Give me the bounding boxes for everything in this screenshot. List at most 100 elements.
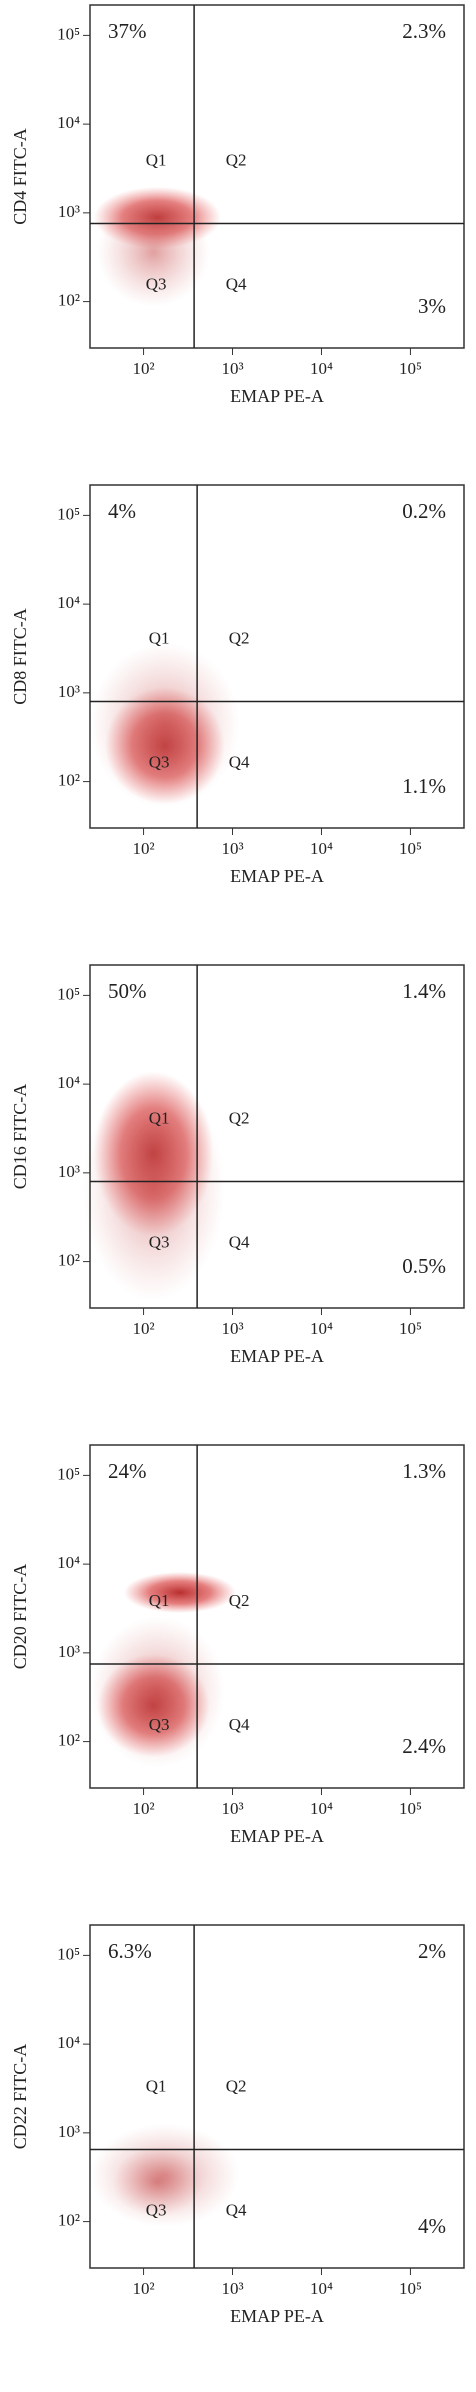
- plot-frame: [89, 1444, 465, 1789]
- x-tick-label: 10⁵: [399, 359, 422, 378]
- quadrant-label: Q3: [149, 752, 170, 771]
- quadrant-label: Q4: [229, 752, 250, 771]
- x-tick-label: 10⁵: [399, 1319, 422, 1338]
- quadrant-percent: 3%: [418, 294, 446, 318]
- y-tick-label: 10²: [58, 291, 80, 310]
- quadrant-percent: 2%: [418, 1939, 446, 1963]
- quadrant-label: Q1: [146, 150, 167, 169]
- quadrant-percent: 1.1%: [402, 774, 446, 798]
- plot-frame: [89, 1924, 465, 2269]
- x-axis-label: EMAP PE-A: [230, 1346, 324, 1366]
- y-axis-label: CD4 FITC-A: [10, 128, 30, 225]
- x-tick-label: 10²: [133, 839, 155, 858]
- panel: 10² 10³ 10⁴ 10⁵ 10² 10³ 10⁴ 10⁵ EMAP PE-A CD4 FIT…: [10, 4, 465, 406]
- x-tick-label: 10³: [221, 839, 243, 858]
- panel: 10² 10³ 10⁴ 10⁵ 10² 10³ 10⁴ 10⁵ EMAP PE-A CD16 FI…: [10, 964, 465, 1366]
- x-tick-label: 10³: [221, 359, 243, 378]
- y-tick-label: 10⁴: [57, 1073, 80, 1092]
- x-tick-label: 10⁵: [399, 839, 422, 858]
- quadrant-label: Q1: [149, 628, 170, 647]
- quadrant-percent: 2.4%: [402, 1734, 446, 1758]
- quadrant-label: Q1: [149, 1108, 170, 1127]
- y-tick-label: 10⁵: [57, 1944, 80, 1963]
- quadrant-label: Q2: [229, 1591, 250, 1610]
- x-tick-label: 10⁴: [310, 359, 333, 378]
- plot-frame: [89, 484, 465, 829]
- quadrant-label: Q2: [226, 150, 247, 169]
- x-axis-label: EMAP PE-A: [230, 866, 324, 886]
- panel: 10² 10³ 10⁴ 10⁵ 10² 10³ 10⁴ 10⁵ EMAP PE-A CD20 FI…: [10, 1444, 465, 1846]
- panel: 10² 10³ 10⁴ 10⁵ 10² 10³ 10⁴ 10⁵ EMAP PE-A CD22 FI…: [10, 1924, 465, 2326]
- quadrant-label: Q2: [229, 1108, 250, 1127]
- x-tick-label: 10⁵: [399, 2279, 422, 2298]
- x-tick-label: 10³: [221, 2279, 243, 2298]
- x-tick-label: 10²: [133, 2279, 155, 2298]
- quadrant-label: Q4: [226, 274, 247, 293]
- y-tick-label: 10²: [58, 1251, 80, 1270]
- y-tick-label: 10⁴: [57, 113, 80, 132]
- plot-frame: [89, 4, 465, 349]
- y-tick-label: 10⁵: [57, 1464, 80, 1483]
- quadrant-label: Q4: [229, 1715, 250, 1734]
- y-axis-label: CD8 FITC-A: [10, 608, 30, 705]
- quadrant-label: Q4: [229, 1232, 250, 1251]
- quadrant-label: Q1: [149, 1591, 170, 1610]
- x-tick-label: 10⁴: [310, 1319, 333, 1338]
- quadrant-percent: 1.4%: [402, 979, 446, 1003]
- x-tick-label: 10⁵: [399, 1799, 422, 1818]
- event-cloud: [82, 1074, 225, 1302]
- x-axis-label: EMAP PE-A: [230, 2306, 324, 2326]
- quadrant-label: Q1: [146, 2076, 167, 2095]
- y-tick-label: 10⁵: [57, 984, 80, 1003]
- quadrant-label: Q3: [146, 2200, 167, 2219]
- x-tick-label: 10³: [221, 1319, 243, 1338]
- quadrant-label: Q3: [146, 274, 167, 293]
- quadrant-label: Q3: [149, 1232, 170, 1251]
- x-tick-label: 10²: [133, 1799, 155, 1818]
- y-tick-label: 10³: [58, 1162, 80, 1181]
- x-tick-label: 10⁴: [310, 2279, 333, 2298]
- x-tick-label: 10²: [133, 1319, 155, 1338]
- x-axis-label: EMAP PE-A: [230, 386, 324, 406]
- x-axis-label: EMAP PE-A: [230, 1826, 324, 1846]
- y-tick-label: 10³: [58, 682, 80, 701]
- y-axis-label: CD22 FITC-A: [10, 2044, 30, 2150]
- quadrant-percent: 6.3%: [108, 1939, 152, 1963]
- event-cloud: [90, 1616, 225, 1768]
- event-cloud: [90, 642, 240, 808]
- quadrant-percent: 0.5%: [402, 1254, 446, 1278]
- event-cloud: [97, 197, 210, 307]
- event-cloud: [112, 2147, 203, 2217]
- quadrant-percent: 37%: [108, 19, 147, 43]
- y-tick-label: 10³: [58, 1642, 80, 1661]
- y-tick-label: 10²: [58, 2211, 80, 2230]
- y-tick-label: 10⁵: [57, 504, 80, 523]
- x-tick-label: 10⁴: [310, 839, 333, 858]
- y-axis-label: CD20 FITC-A: [10, 1564, 30, 1670]
- x-tick-label: 10⁴: [310, 1799, 333, 1818]
- quadrant-percent: 4%: [108, 499, 136, 523]
- event-cloud: [123, 1571, 236, 1614]
- y-tick-label: 10³: [58, 2122, 80, 2141]
- panel: 10² 10³ 10⁴ 10⁵ 10² 10³ 10⁴ 10⁵ EMAP PE-A CD8 FIT…: [10, 484, 465, 886]
- quadrant-percent: 2.3%: [402, 19, 446, 43]
- quadrant-label: Q4: [226, 2200, 247, 2219]
- y-tick-label: 10⁴: [57, 2033, 80, 2052]
- x-tick-label: 10³: [221, 1799, 243, 1818]
- plot-frame: [89, 964, 465, 1309]
- y-axis-label: CD16 FITC-A: [10, 1084, 30, 1190]
- quadrant-percent: 1.3%: [402, 1459, 446, 1483]
- y-tick-label: 10²: [58, 771, 80, 790]
- y-tick-label: 10²: [58, 1731, 80, 1750]
- quadrant-percent: 0.2%: [402, 499, 446, 523]
- y-tick-label: 10³: [58, 202, 80, 221]
- quadrant-percent: 50%: [108, 979, 147, 1003]
- quadrant-label: Q3: [149, 1715, 170, 1734]
- quadrant-percent: 4%: [418, 2214, 446, 2238]
- y-tick-label: 10⁴: [57, 593, 80, 612]
- y-tick-label: 10⁵: [57, 24, 80, 43]
- quadrant-label: Q2: [226, 2076, 247, 2095]
- y-tick-label: 10⁴: [57, 1553, 80, 1572]
- quadrant-percent: 24%: [108, 1459, 147, 1483]
